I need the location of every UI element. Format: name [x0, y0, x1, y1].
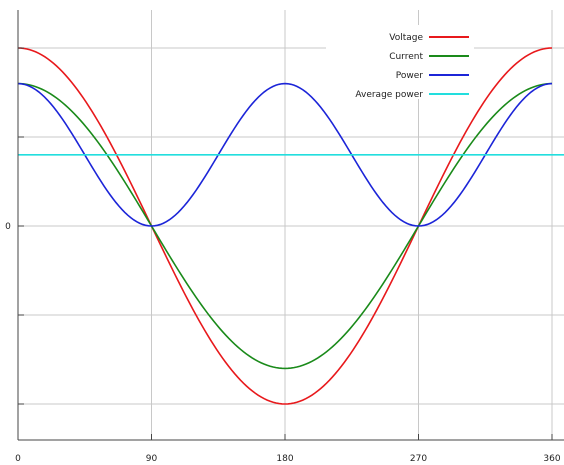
y-tick-label: 0 [5, 222, 11, 232]
x-tick-label: 90 [146, 454, 158, 464]
x-axis-ticks: 0 90 180 270 360 [15, 434, 561, 464]
legend-label: Current [389, 52, 423, 62]
legend-label: Power [396, 71, 424, 81]
legend-label: Average power [355, 90, 423, 100]
plot-background [18, 10, 564, 440]
series-group [17, 47, 564, 405]
series-line-voltage [17, 47, 553, 405]
y-axis-ticks: 0 [5, 47, 24, 405]
x-tick-label: 270 [410, 454, 427, 464]
x-tick-label: 0 [15, 454, 21, 464]
axes [17, 10, 564, 441]
legend: Voltage Current Power Average power [326, 25, 474, 100]
x-tick-label: 360 [543, 454, 560, 464]
series-line-power [17, 82, 553, 227]
legend-label: Voltage [389, 33, 423, 43]
x-tick-label: 180 [276, 454, 293, 464]
